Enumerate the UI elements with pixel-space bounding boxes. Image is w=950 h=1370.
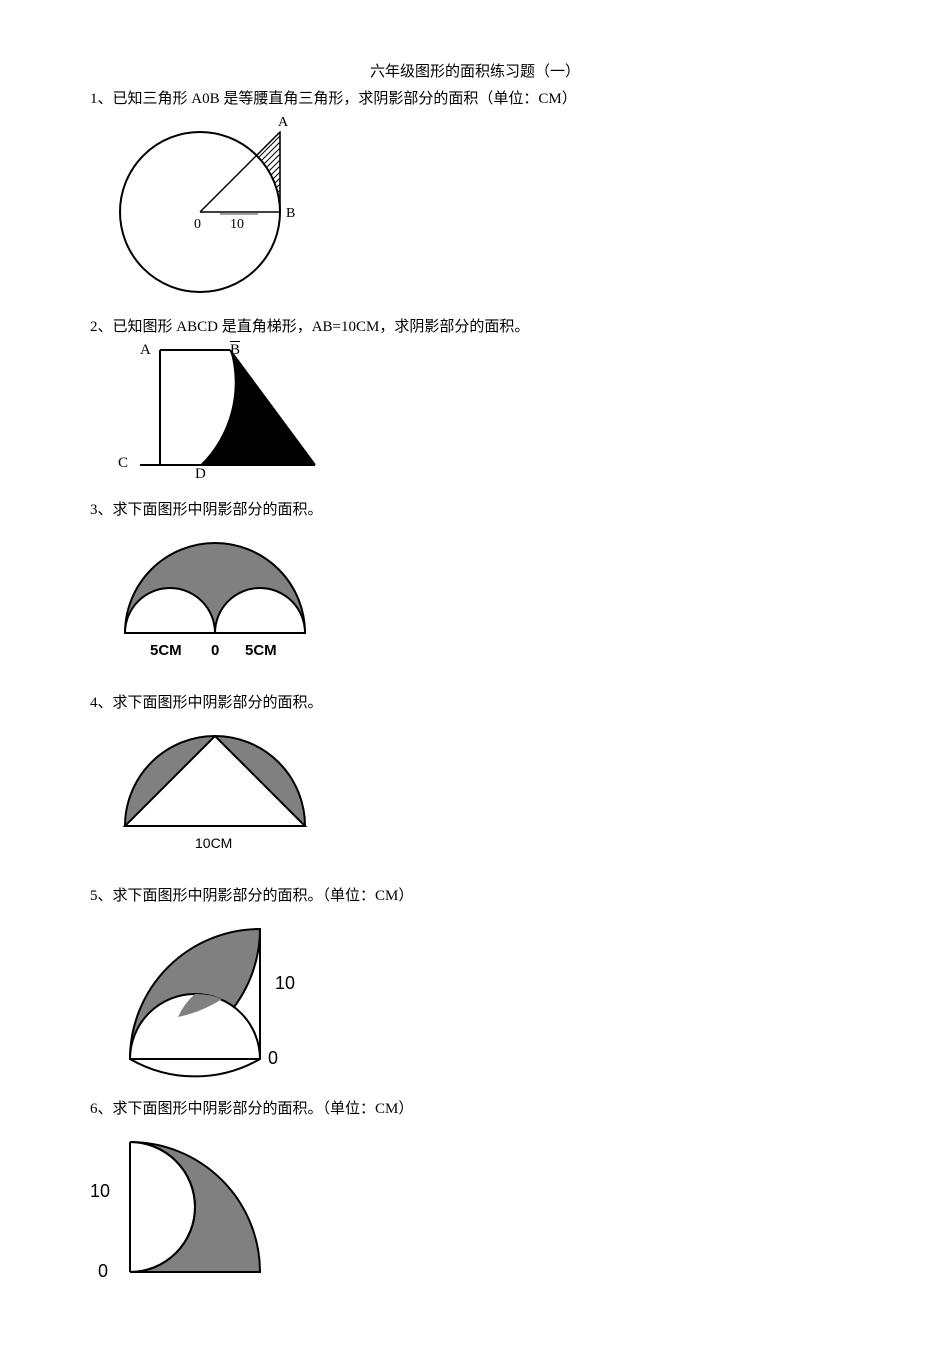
problem-5-body: 求下面图形中阴影部分的面积。（单位：CM） <box>113 888 414 904</box>
label-10cm: 10CM <box>195 835 232 851</box>
problem-3-num: 3、 <box>90 502 113 518</box>
label-center: 0 <box>211 642 219 659</box>
figure-3: 5CM 0 5CM <box>100 523 860 673</box>
problem-2-num: 2、 <box>90 319 113 335</box>
problem-4-num: 4、 <box>90 695 113 711</box>
problem-3-text: 3、求下面图形中阴影部分的面积。 <box>90 498 860 519</box>
problem-4: 4、求下面图形中阴影部分的面积。 10CM <box>90 691 860 866</box>
problem-2: 2、已知图形 ABCD 是直角梯形，AB=10CM，求阴影部分的面积。 A B … <box>90 315 860 480</box>
problem-1-num: 1、 <box>90 91 113 107</box>
problem-6: 6、求下面图形中阴影部分的面积。（单位：CM） 10 0 <box>90 1097 860 1292</box>
problem-3-body: 求下面图形中阴影部分的面积。 <box>113 502 323 518</box>
label-OB: 10 <box>230 217 244 232</box>
problem-1: 1、已知三角形 A0B 是等腰直角三角形，求阴影部分的面积（单位：CM） A B… <box>90 87 860 297</box>
figure-1: A B 0 10 <box>100 112 860 297</box>
label-side-6: 10 <box>90 1181 110 1201</box>
problem-5-text: 5、求下面图形中阴影部分的面积。（单位：CM） <box>90 884 860 905</box>
label-B: B <box>230 342 240 359</box>
figure-2: A B C D <box>100 340 860 480</box>
problem-1-body: 已知三角形 A0B 是等腰直角三角形，求阴影部分的面积（单位：CM） <box>113 91 577 107</box>
problem-1-text: 1、已知三角形 A0B 是等腰直角三角形，求阴影部分的面积（单位：CM） <box>90 87 860 108</box>
label-D: D <box>195 466 206 483</box>
page-title: 六年级图形的面积练习题（一） <box>90 60 860 81</box>
problem-2-body: 已知图形 ABCD 是直角梯形，AB=10CM，求阴影部分的面积。 <box>113 319 530 335</box>
figure-6: 10 0 <box>80 1122 860 1292</box>
label-B: B <box>286 206 295 221</box>
problem-4-body: 求下面图形中阴影部分的面积。 <box>113 695 323 711</box>
label-right: 5CM <box>245 642 277 659</box>
problem-2-text: 2、已知图形 ABCD 是直角梯形，AB=10CM，求阴影部分的面积。 <box>90 315 860 336</box>
label-O: 0 <box>194 217 201 232</box>
problem-3: 3、求下面图形中阴影部分的面积。 5CM 0 5CM <box>90 498 860 673</box>
label-left: 5CM <box>150 642 182 659</box>
label-C: C <box>118 455 128 472</box>
problem-6-text: 6、求下面图形中阴影部分的面积。（单位：CM） <box>90 1097 860 1118</box>
figure-4: 10CM <box>100 716 860 866</box>
label-A: A <box>278 115 289 130</box>
problem-4-text: 4、求下面图形中阴影部分的面积。 <box>90 691 860 712</box>
problem-5: 5、求下面图形中阴影部分的面积。（单位：CM） 10 0 <box>90 884 860 1079</box>
problem-5-num: 5、 <box>90 888 113 904</box>
figure-5: 10 0 <box>100 909 860 1079</box>
label-corner-5: 0 <box>268 1048 278 1068</box>
problem-6-body: 求下面图形中阴影部分的面积。（单位：CM） <box>113 1101 414 1117</box>
problem-6-num: 6、 <box>90 1101 113 1117</box>
label-A: A <box>140 342 151 359</box>
label-corner-6: 0 <box>98 1261 108 1281</box>
label-side-5: 10 <box>275 973 295 993</box>
